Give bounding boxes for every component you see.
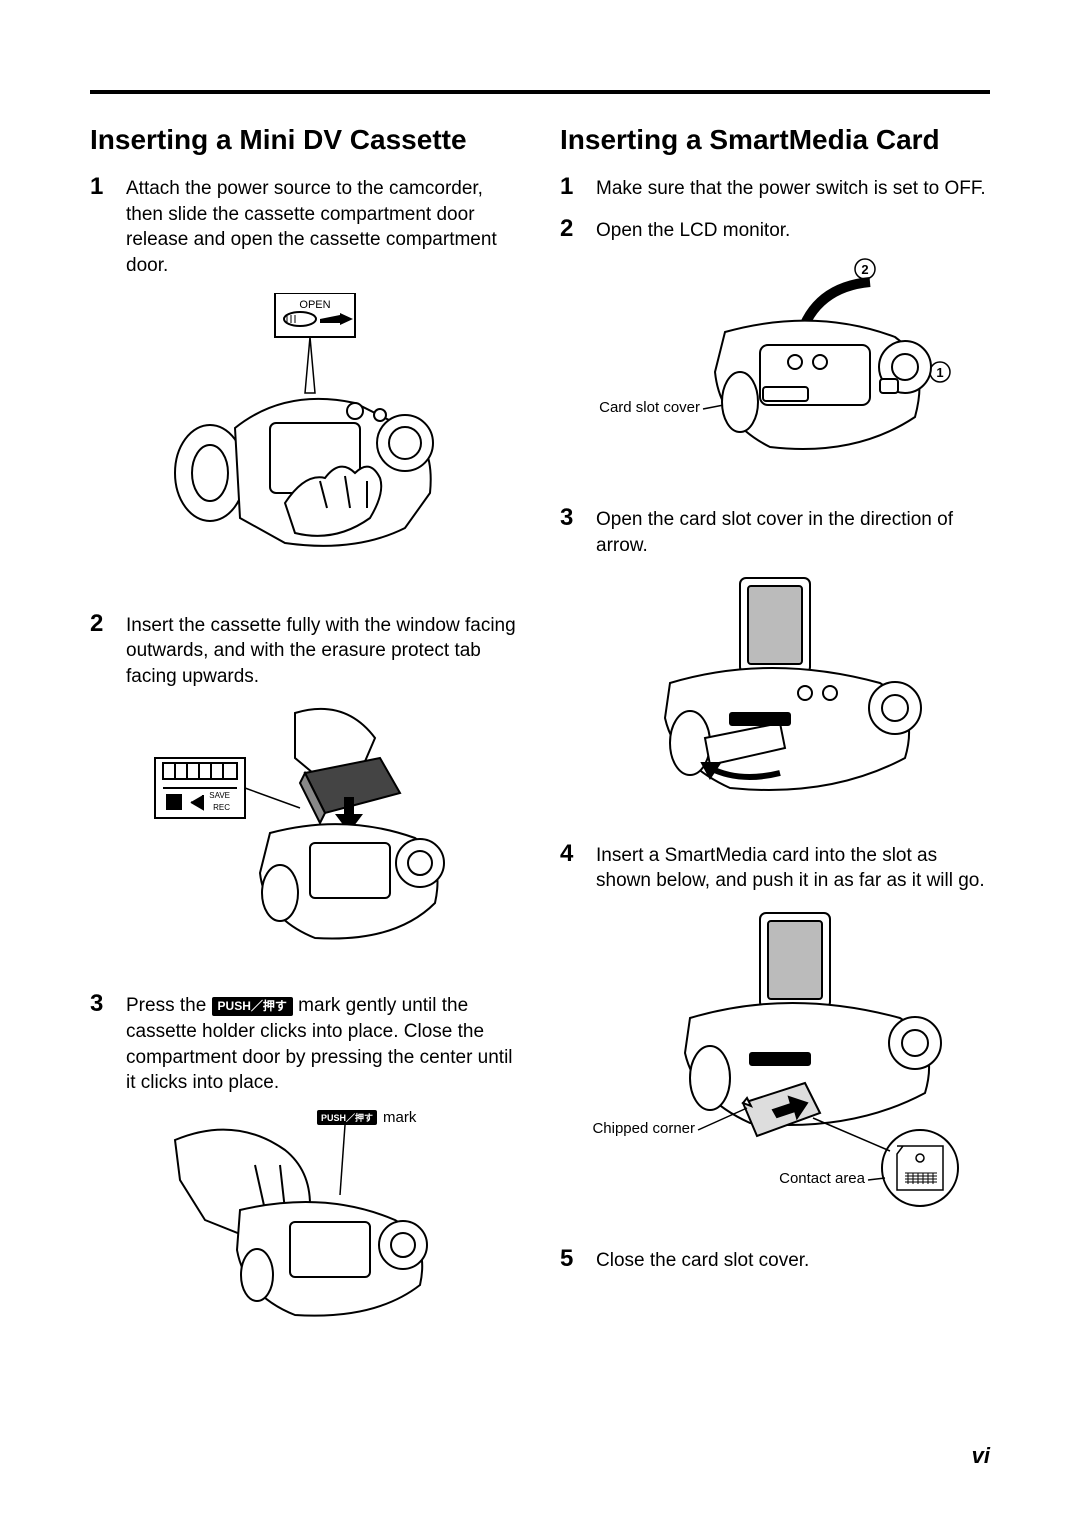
two-column-layout: Inserting a Mini DV Cassette 1 Attach th…: [90, 124, 990, 1348]
step-text: Insert the cassette fully with the windo…: [126, 611, 520, 690]
step-text: Open the LCD monitor.: [596, 216, 790, 244]
tab-rec-label: REC: [213, 803, 230, 812]
right-step-1: 1 Make sure that the power switch is set…: [560, 174, 990, 202]
step-text: Attach the power source to the camcorder…: [126, 174, 520, 279]
left-step-3: 3 Press the PUSH／押す mark gently until th…: [90, 991, 520, 1096]
left-step-1: 1 Attach the power source to the camcord…: [90, 174, 520, 279]
right-column: Inserting a SmartMedia Card 1 Make sure …: [560, 124, 990, 1348]
top-rule: [90, 90, 990, 94]
right-figure-3: Chipped corner: [560, 908, 990, 1218]
open-lcd-illustration: 2 1 Card slot cover: [585, 257, 965, 477]
step-number: 5: [560, 1246, 582, 1274]
step-number: 2: [90, 611, 112, 690]
insert-cassette-illustration: SAVE REC: [145, 703, 465, 963]
left-heading: Inserting a Mini DV Cassette: [90, 124, 520, 156]
chipped-corner-label: Chipped corner: [592, 1120, 695, 1137]
left-figure-3: PUSH／押す mark: [90, 1110, 520, 1320]
right-step-2: 2 Open the LCD monitor.: [560, 216, 990, 244]
tab-save-label: SAVE: [209, 791, 230, 800]
right-figure-1: 2 1 Card slot cover: [560, 257, 990, 477]
right-step-3: 3 Open the card slot cover in the direct…: [560, 505, 990, 558]
left-column: Inserting a Mini DV Cassette 1 Attach th…: [90, 124, 520, 1348]
right-step-5: 5 Close the card slot cover.: [560, 1246, 990, 1274]
right-figure-2: [560, 573, 990, 813]
step3-text-a: Press the: [126, 995, 212, 1016]
right-step-4: 4 Insert a SmartMedia card into the slot…: [560, 841, 990, 894]
contact-area-label: Contact area: [779, 1170, 866, 1187]
cassette-door-illustration: OPEN: [155, 293, 455, 583]
step-number: 2: [560, 216, 582, 244]
left-figure-2: SAVE REC: [90, 703, 520, 963]
step-number: 4: [560, 841, 582, 894]
push-badge: PUSH／押す: [212, 997, 293, 1015]
step-text: Make sure that the power switch is set t…: [596, 174, 986, 202]
step-number: 1: [90, 174, 112, 279]
left-step-2: 2 Insert the cassette fully with the win…: [90, 611, 520, 690]
push-badge-fig: PUSH／押す: [321, 1112, 373, 1123]
step-text: Press the PUSH／押す mark gently until the …: [126, 991, 520, 1096]
step-number: 3: [560, 505, 582, 558]
right-heading: Inserting a SmartMedia Card: [560, 124, 990, 156]
circle-2: 2: [861, 262, 868, 277]
circle-1: 1: [936, 365, 943, 380]
open-label: OPEN: [299, 299, 330, 311]
page-number: vi: [972, 1443, 990, 1469]
open-card-slot-illustration: [610, 573, 940, 813]
step-number: 3: [90, 991, 112, 1096]
card-slot-cover-label: Card slot cover: [599, 399, 700, 416]
left-figure-1: OPEN: [90, 293, 520, 583]
step-text: Insert a SmartMedia card into the slot a…: [596, 841, 990, 894]
step-text: Open the card slot cover in the directio…: [596, 505, 990, 558]
step-text: Close the card slot cover.: [596, 1246, 809, 1274]
mark-label: mark: [383, 1110, 417, 1126]
press-mark-illustration: PUSH／押す mark: [145, 1110, 465, 1320]
step-number: 1: [560, 174, 582, 202]
insert-card-illustration: Chipped corner: [575, 908, 975, 1218]
